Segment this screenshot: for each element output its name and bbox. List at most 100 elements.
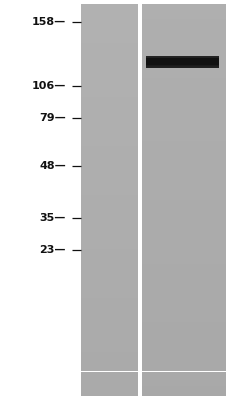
Bar: [145, 56, 218, 57]
Bar: [142, 166, 225, 170]
Bar: [142, 293, 225, 298]
Bar: [142, 53, 225, 58]
Bar: [81, 352, 137, 357]
Bar: [81, 97, 137, 102]
Bar: [81, 386, 137, 391]
Bar: [81, 43, 137, 48]
Bar: [142, 337, 225, 342]
Bar: [81, 48, 137, 53]
Bar: [142, 376, 225, 381]
Bar: [142, 264, 225, 269]
Bar: [142, 170, 225, 176]
Bar: [142, 58, 225, 63]
Bar: [142, 313, 225, 318]
Bar: [142, 234, 225, 239]
Bar: [81, 136, 137, 141]
Bar: [142, 283, 225, 288]
Bar: [142, 151, 225, 156]
Bar: [81, 53, 137, 58]
Bar: [81, 19, 137, 24]
Bar: [81, 230, 137, 234]
Bar: [81, 264, 137, 269]
Bar: [142, 24, 225, 28]
Bar: [142, 9, 225, 14]
Bar: [142, 210, 225, 215]
Bar: [81, 170, 137, 176]
Bar: [142, 244, 225, 249]
Bar: [142, 347, 225, 352]
Bar: [81, 391, 137, 396]
Bar: [145, 59, 218, 60]
Bar: [142, 298, 225, 303]
Bar: [81, 298, 137, 303]
Bar: [142, 38, 225, 43]
Bar: [81, 205, 137, 210]
Bar: [81, 190, 137, 195]
Bar: [142, 43, 225, 48]
Bar: [81, 24, 137, 28]
Bar: [142, 102, 225, 107]
Bar: [142, 112, 225, 117]
Bar: [81, 107, 137, 112]
Bar: [142, 97, 225, 102]
Bar: [81, 4, 137, 9]
Bar: [81, 357, 137, 362]
Bar: [142, 357, 225, 362]
Bar: [142, 288, 225, 293]
Bar: [81, 176, 137, 180]
Bar: [145, 62, 218, 63]
Bar: [145, 63, 218, 64]
Bar: [142, 254, 225, 259]
Bar: [81, 293, 137, 298]
Bar: [142, 372, 225, 376]
Bar: [81, 288, 137, 293]
Bar: [81, 239, 137, 244]
Bar: [142, 274, 225, 278]
Bar: [142, 82, 225, 87]
Bar: [142, 327, 225, 332]
Bar: [81, 92, 137, 97]
Bar: [81, 362, 137, 366]
Text: 79—: 79—: [39, 113, 66, 123]
Bar: [81, 269, 137, 274]
Bar: [81, 161, 137, 166]
Bar: [142, 146, 225, 151]
Bar: [142, 92, 225, 97]
Bar: [81, 73, 137, 78]
Bar: [81, 249, 137, 254]
Bar: [81, 347, 137, 352]
Bar: [81, 259, 137, 264]
Bar: [142, 332, 225, 337]
Bar: [142, 230, 225, 234]
Bar: [142, 322, 225, 327]
Bar: [81, 141, 137, 146]
Bar: [145, 57, 218, 58]
Bar: [142, 4, 225, 9]
Text: 48—: 48—: [39, 161, 66, 171]
Bar: [81, 38, 137, 43]
Bar: [81, 254, 137, 259]
Bar: [142, 278, 225, 283]
Bar: [142, 131, 225, 136]
Bar: [145, 66, 218, 67]
Bar: [81, 195, 137, 200]
Bar: [81, 166, 137, 170]
Text: 35—: 35—: [39, 213, 66, 223]
Bar: [81, 146, 137, 151]
Bar: [142, 190, 225, 195]
Bar: [142, 48, 225, 53]
Bar: [142, 386, 225, 391]
Bar: [142, 362, 225, 366]
Bar: [142, 33, 225, 38]
Bar: [81, 102, 137, 107]
Bar: [81, 9, 137, 14]
Bar: [142, 136, 225, 141]
Bar: [142, 239, 225, 244]
Bar: [81, 274, 137, 278]
Bar: [81, 303, 137, 308]
Bar: [142, 220, 225, 224]
Bar: [142, 87, 225, 92]
Bar: [142, 215, 225, 220]
Bar: [81, 332, 137, 337]
Bar: [81, 14, 137, 19]
